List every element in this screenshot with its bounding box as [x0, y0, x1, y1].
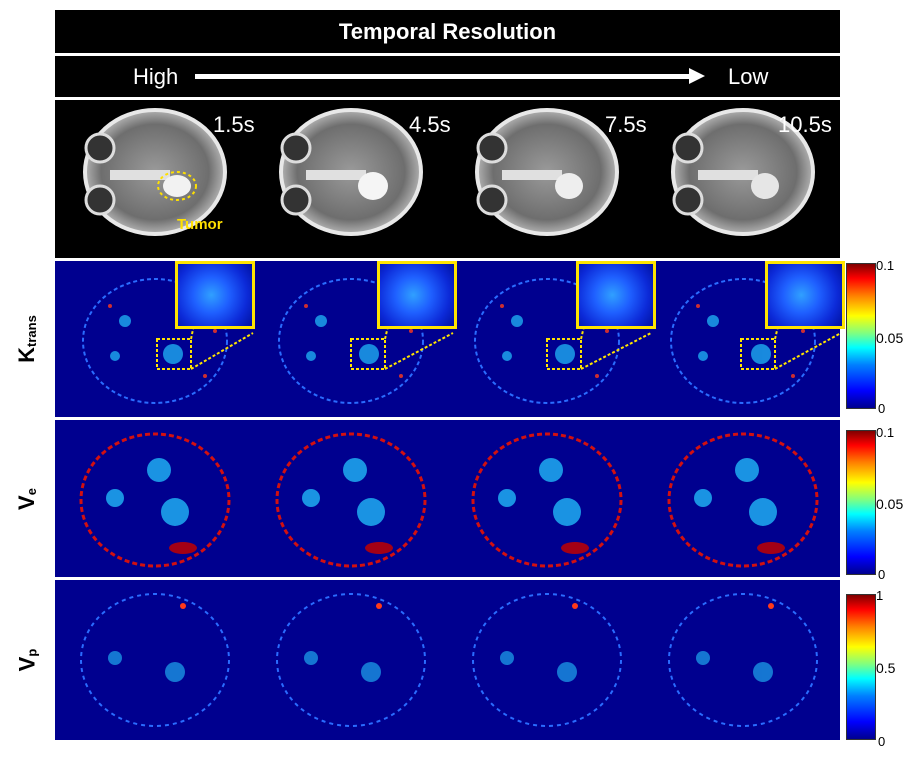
ktrans-colorbar-mid: 0.05	[876, 330, 904, 346]
mri-panel-2: 4.5s	[251, 100, 451, 258]
ve-colorbar-max: 0.1	[876, 425, 895, 440]
ktrans-map-row	[55, 261, 845, 417]
mri-brain-image	[83, 108, 227, 236]
vp-maps	[80, 593, 818, 727]
vp-colorbar	[846, 594, 876, 740]
ve-row-label: Ve	[2, 420, 52, 577]
vp-row-label: Vp	[2, 580, 52, 740]
low-label: Low	[728, 63, 769, 89]
ktrans-colorbar-min: 0	[878, 401, 886, 416]
figure-title: Temporal Resolution	[338, 18, 557, 44]
ktrans-symbol: K	[14, 346, 39, 363]
time-label: 1.5s	[213, 112, 255, 137]
ve-map-row	[55, 420, 840, 577]
time-label: 10.5s	[778, 112, 832, 137]
mri-brain-image	[475, 108, 619, 236]
ve-colorbar	[846, 430, 876, 575]
mri-panel-4: 10.5s	[643, 100, 839, 258]
ktrans-row-label: Ktrans	[2, 261, 52, 417]
ve-colorbar-min: 0	[878, 567, 886, 582]
title-banner: Temporal Resolution	[55, 10, 840, 53]
ve-colorbar-mid: 0.05	[876, 496, 904, 512]
mri-image-row: 1.5s Tumor 4.5s 7.5s 10.5s	[55, 100, 840, 258]
ve-symbol: V	[13, 494, 39, 510]
tumor-zoom-inset	[377, 261, 457, 329]
vp-subscript: p	[23, 648, 39, 657]
tumor-zoom-inset	[175, 261, 255, 329]
tumor-label: Tumor	[177, 216, 223, 233]
vp-symbol: V	[13, 656, 39, 672]
vp-map-row	[55, 580, 840, 740]
ktrans-colorbar-max: 0.1	[876, 258, 895, 273]
mri-brain-image	[671, 108, 815, 236]
vp-colorbar-min: 0	[878, 734, 886, 749]
mri-panel-1: 1.5s Tumor	[55, 100, 255, 258]
arrow-right-icon	[689, 68, 705, 84]
high-label: High	[133, 63, 179, 89]
tumor-zoom-inset	[765, 261, 845, 329]
mri-brain-image	[279, 108, 423, 236]
ve-maps	[79, 432, 819, 568]
tumor-zoom-inset	[576, 261, 656, 329]
ktrans-colorbar	[846, 263, 876, 409]
arrow-shaft	[195, 74, 695, 79]
resolution-arrow-banner: High Low	[55, 56, 840, 97]
vp-colorbar-mid: 0.5	[876, 660, 896, 676]
ktrans-subscript: trans	[24, 315, 39, 347]
time-label: 7.5s	[605, 112, 647, 137]
vp-colorbar-max: 1	[876, 588, 884, 603]
ve-subscript: e	[23, 487, 39, 495]
time-label: 4.5s	[409, 112, 451, 137]
mri-panel-3: 7.5s	[447, 100, 647, 258]
